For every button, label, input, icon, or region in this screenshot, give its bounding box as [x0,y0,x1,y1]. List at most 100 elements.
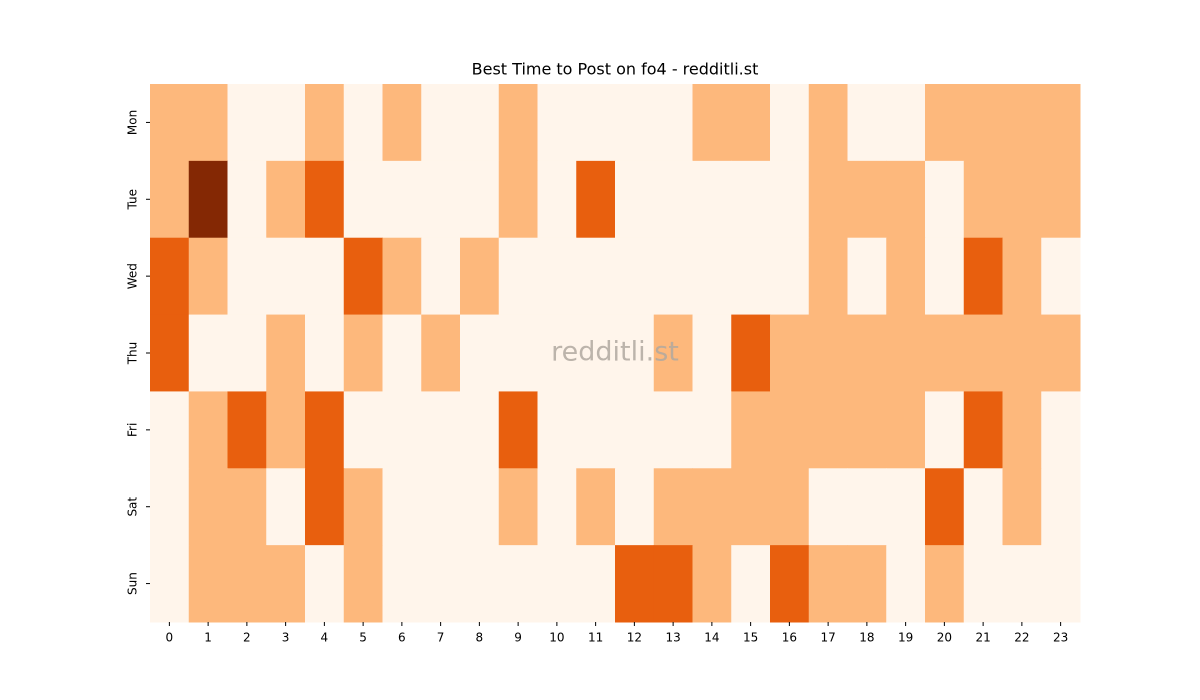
heat-cell [886,237,926,316]
heat-cell [963,237,1003,316]
heat-cell [537,84,577,162]
heat-cell [150,237,190,316]
heat-cell [537,237,577,316]
heat-cell [498,468,538,546]
heat-cell [150,160,190,239]
heat-cell [1041,160,1081,239]
y-tick-label: Thu [126,342,140,366]
heat-cell [653,391,693,469]
y-tick-label: Sat [126,497,140,517]
heat-cell [925,468,965,546]
heat-cell [692,468,732,546]
heat-cell [305,391,345,469]
heat-cell [1002,84,1042,162]
heat-cell [653,237,693,316]
heat-cell [576,468,616,546]
heat-cell [498,237,538,316]
heat-cell [382,237,422,316]
heat-cell [537,545,577,623]
heat-cell [460,545,500,623]
heat-cell [227,391,267,469]
heat-cell [808,468,848,546]
heat-cell [731,314,771,392]
heat-cell [770,391,810,469]
heat-cell [421,84,461,162]
x-tick-label: 4 [321,631,329,645]
x-tick-label: 1 [204,631,212,645]
heat-cell [925,545,965,623]
x-tick-label: 5 [359,631,367,645]
heat-cell [731,468,771,546]
heat-cell [188,545,228,623]
heat-cell [421,160,461,239]
heat-cell [188,391,228,469]
heat-cell [305,160,345,239]
heat-cell [576,237,616,316]
heat-cell [963,545,1003,623]
heat-cell [498,84,538,162]
x-tick-label: 18 [859,631,874,645]
y-tick-label: Mon [126,110,140,135]
x-tick-label: 20 [937,631,952,645]
heat-cell [150,545,190,623]
heat-cell [460,468,500,546]
heat-cell [227,314,267,392]
heat-cell [808,391,848,469]
heat-cell [460,84,500,162]
heat-cell [576,545,616,623]
heat-cell [382,391,422,469]
heat-cell [886,391,926,469]
heat-cell [692,545,732,623]
heat-cell [847,84,887,162]
heat-cell [1002,391,1042,469]
heat-cell [1002,160,1042,239]
heat-cell [770,468,810,546]
heat-cell [537,314,577,392]
heat-cell [498,391,538,469]
heat-cell [460,391,500,469]
heat-cell [615,84,655,162]
heat-cell [731,391,771,469]
heat-cell [692,237,732,316]
heat-cell [266,468,306,546]
watermark: redditli.st [551,337,679,368]
heat-cell [770,545,810,623]
heat-cell [847,237,887,316]
heat-cell [653,314,693,392]
x-tick-label: 0 [166,631,174,645]
x-tick-label: 8 [476,631,484,645]
heat-cell [266,84,306,162]
heat-cell [188,314,228,392]
heat-cell [615,160,655,239]
heat-cell [343,237,383,316]
heat-cell [188,160,228,239]
heat-cell [227,468,267,546]
heat-cell [963,160,1003,239]
heat-cell [150,468,190,546]
heat-cell [653,84,693,162]
heat-cell [460,160,500,239]
heat-cell [1041,237,1081,316]
heat-cell [770,84,810,162]
heat-cell [1041,468,1081,546]
heat-cell [925,84,965,162]
heat-cell [731,237,771,316]
heat-cell [343,160,383,239]
heat-cell [266,545,306,623]
heat-cell [808,237,848,316]
heat-cell [498,160,538,239]
heat-cell [305,545,345,623]
heat-cell [615,545,655,623]
heat-cell [227,545,267,623]
x-tick-label: 6 [398,631,406,645]
heat-cell [731,84,771,162]
heat-cell [1002,314,1042,392]
heat-cell [227,160,267,239]
x-tick-label: 2 [243,631,251,645]
heat-cell [537,391,577,469]
heat-cell [692,160,732,239]
heat-cell [421,391,461,469]
heat-cell [692,391,732,469]
heat-cell [382,160,422,239]
